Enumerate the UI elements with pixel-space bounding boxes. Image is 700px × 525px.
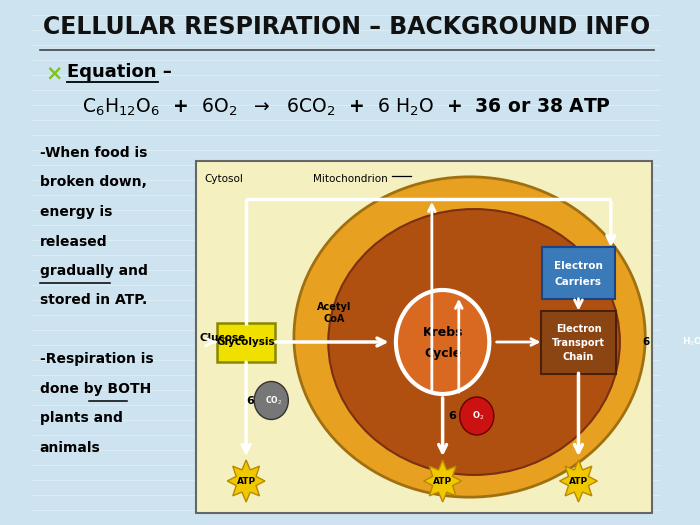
Circle shape	[680, 330, 700, 354]
Text: Glycolysis: Glycolysis	[217, 337, 275, 347]
Polygon shape	[559, 460, 597, 502]
Polygon shape	[424, 460, 461, 502]
Text: stored in ATP.: stored in ATP.	[40, 293, 147, 308]
FancyBboxPatch shape	[541, 310, 616, 373]
Text: O$_2$: O$_2$	[473, 410, 484, 422]
Text: Acetyl
CoA: Acetyl CoA	[317, 302, 351, 324]
FancyBboxPatch shape	[542, 247, 615, 299]
Text: Electron: Electron	[554, 261, 603, 271]
Text: Glucose: Glucose	[199, 333, 246, 343]
Text: H$_2$O: H$_2$O	[682, 336, 700, 348]
Circle shape	[396, 290, 489, 394]
Text: ATP: ATP	[433, 477, 452, 486]
Ellipse shape	[328, 209, 620, 475]
Text: Transport: Transport	[552, 338, 605, 348]
FancyBboxPatch shape	[196, 161, 652, 513]
Text: $\mathsf{C_6H_{12}O_6}$  +  $\mathsf{6O_2}$  $\mathsf{\rightarrow}$  $\mathsf{6C: $\mathsf{C_6H_{12}O_6}$ + $\mathsf{6O_2}…	[82, 97, 611, 118]
Circle shape	[460, 397, 494, 435]
Text: gradually and: gradually and	[40, 264, 148, 278]
Text: animals: animals	[40, 441, 100, 455]
FancyBboxPatch shape	[218, 322, 275, 362]
Text: ATP: ATP	[569, 477, 588, 486]
Text: Chain: Chain	[563, 352, 594, 362]
Text: CELLULAR RESPIRATION – BACKGROUND INFO: CELLULAR RESPIRATION – BACKGROUND INFO	[43, 15, 650, 39]
Text: Equation –: Equation –	[66, 63, 172, 81]
Text: -Respiration is: -Respiration is	[40, 352, 153, 366]
Text: ×: ×	[46, 63, 63, 83]
Text: 6: 6	[246, 395, 253, 405]
Text: Cytosol: Cytosol	[205, 174, 244, 184]
Text: broken down,: broken down,	[40, 175, 146, 190]
Text: ATP: ATP	[237, 477, 256, 486]
Text: -When food is: -When food is	[40, 146, 147, 160]
Polygon shape	[228, 460, 265, 502]
Circle shape	[662, 326, 691, 359]
Text: Krebs: Krebs	[422, 326, 463, 339]
Text: Cycle: Cycle	[424, 348, 461, 361]
Text: Carriers: Carriers	[555, 277, 602, 287]
Text: done by BOTH: done by BOTH	[40, 382, 150, 396]
Text: 6: 6	[642, 337, 650, 347]
Text: energy is: energy is	[40, 205, 112, 219]
Text: CO$_2$: CO$_2$	[265, 394, 281, 407]
Text: plants and: plants and	[40, 412, 122, 425]
Text: 6: 6	[449, 411, 456, 421]
Text: released: released	[40, 235, 107, 248]
Ellipse shape	[294, 177, 645, 497]
Circle shape	[254, 382, 288, 419]
Text: Electron: Electron	[556, 324, 601, 334]
Text: Mitochondrion: Mitochondrion	[313, 174, 387, 184]
